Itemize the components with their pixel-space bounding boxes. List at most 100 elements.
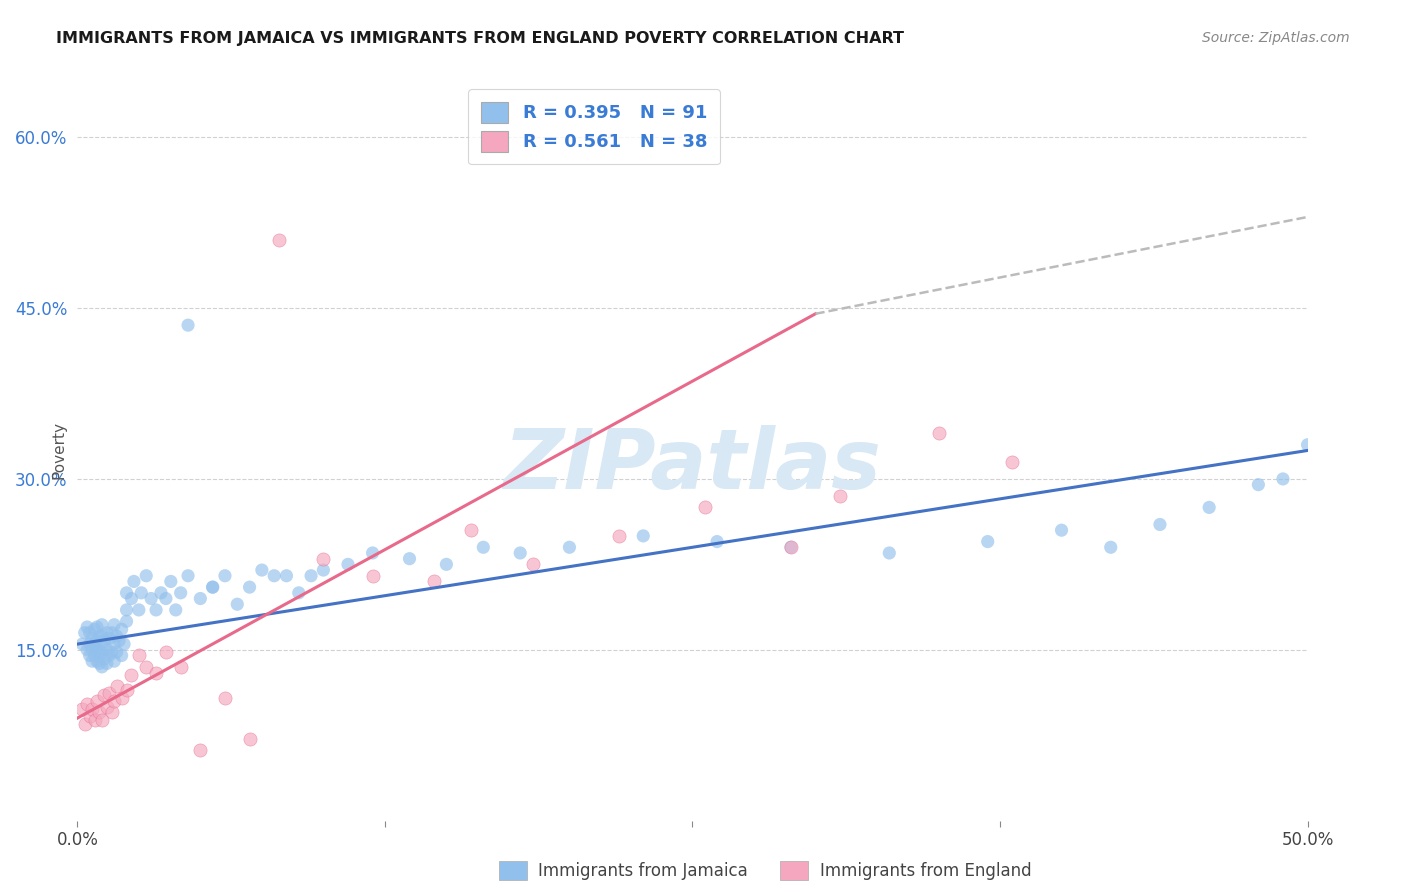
Point: [128, 603, 150, 617]
Point: [170, 586, 193, 600]
Point: [121, 591, 143, 606]
Point: [76, 620, 98, 634]
Point: [111, 690, 132, 705]
Point: [141, 591, 163, 606]
Point: [79, 709, 101, 723]
Point: [103, 694, 125, 708]
Point: [135, 660, 157, 674]
Point: [90, 629, 114, 643]
Point: [82, 632, 104, 646]
Point: [128, 648, 150, 663]
Legend: R = 0.395   N = 91, R = 0.561   N = 38: R = 0.395 N = 91, R = 0.561 N = 38: [468, 89, 720, 164]
Point: [150, 586, 173, 600]
Point: [361, 568, 384, 582]
Point: [312, 563, 335, 577]
Point: [214, 690, 236, 705]
Point: [522, 558, 544, 572]
Point: [73, 716, 96, 731]
Point: [830, 489, 852, 503]
Point: [76, 642, 98, 657]
Point: [86, 654, 108, 668]
Point: [226, 597, 249, 611]
Point: [398, 551, 420, 566]
Point: [90, 617, 114, 632]
Point: [423, 574, 446, 589]
Point: [83, 622, 105, 636]
Point: [1099, 541, 1122, 555]
Point: [239, 731, 262, 746]
Point: [135, 568, 157, 582]
Point: [82, 654, 104, 668]
Text: Immigrants from Jamaica: Immigrants from Jamaica: [538, 862, 748, 880]
Point: [122, 574, 145, 589]
Point: [79, 648, 101, 663]
Point: [86, 694, 108, 708]
Point: [177, 568, 200, 582]
Point: [1149, 517, 1171, 532]
Point: [89, 657, 111, 671]
Point: [250, 563, 273, 577]
Y-axis label: Poverty: Poverty: [51, 421, 66, 480]
Point: [1272, 472, 1295, 486]
Point: [312, 551, 335, 566]
Text: ZIPatlas: ZIPatlas: [503, 425, 882, 506]
Point: [460, 523, 482, 537]
Point: [82, 702, 104, 716]
Point: [1247, 477, 1270, 491]
Point: [93, 633, 115, 648]
Point: [472, 541, 495, 555]
Point: [101, 645, 124, 659]
Point: [108, 633, 131, 648]
Point: [155, 645, 177, 659]
Point: [160, 574, 183, 589]
Point: [103, 617, 125, 632]
Point: [780, 541, 803, 555]
Point: [879, 546, 901, 560]
Point: [977, 534, 1000, 549]
Point: [73, 625, 96, 640]
Point: [165, 603, 187, 617]
Point: [89, 629, 111, 643]
Point: [188, 743, 212, 757]
Point: [89, 706, 111, 720]
Point: [105, 629, 128, 643]
Point: [105, 645, 128, 659]
Point: [90, 714, 114, 728]
Point: [70, 702, 93, 716]
Point: [115, 615, 138, 629]
Point: [93, 652, 115, 666]
Point: [90, 637, 114, 651]
Point: [76, 698, 98, 712]
Point: [70, 637, 93, 651]
Point: [115, 603, 138, 617]
Point: [509, 546, 531, 560]
Point: [86, 633, 108, 648]
Point: [1198, 500, 1220, 515]
Point: [129, 586, 153, 600]
Point: [82, 642, 104, 657]
Point: [86, 642, 108, 657]
Point: [288, 586, 311, 600]
Point: [98, 632, 121, 646]
Point: [558, 541, 581, 555]
Point: [83, 648, 105, 663]
Point: [83, 714, 105, 728]
Point: [706, 534, 728, 549]
Point: [693, 500, 716, 515]
Point: [90, 660, 114, 674]
Text: IMMIGRANTS FROM JAMAICA VS IMMIGRANTS FROM ENGLAND POVERTY CORRELATION CHART: IMMIGRANTS FROM JAMAICA VS IMMIGRANTS FR…: [56, 31, 904, 46]
Point: [101, 625, 124, 640]
Point: [201, 580, 224, 594]
Point: [780, 541, 803, 555]
Point: [111, 648, 132, 663]
Point: [145, 603, 167, 617]
Point: [177, 318, 200, 333]
Point: [96, 642, 118, 657]
Point: [361, 546, 384, 560]
Point: [201, 580, 224, 594]
Point: [93, 689, 115, 703]
Point: [1296, 438, 1319, 452]
Point: [115, 586, 138, 600]
Point: [79, 637, 101, 651]
Point: [79, 625, 101, 640]
